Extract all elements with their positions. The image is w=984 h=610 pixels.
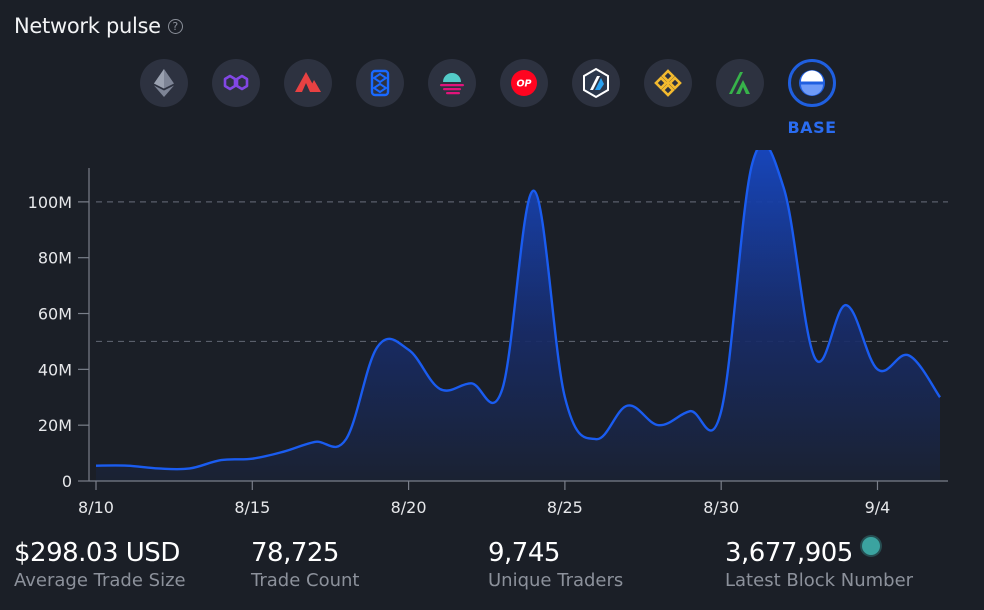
stats-row: $298.03 USD Average Trade Size 78,725 Tr… [0,537,984,608]
stat-value: 3,677,905 [725,538,853,568]
y-axis-ticks: 0 20M 40M 60M 80M 100M [28,193,89,491]
page-title: Network pulse [14,14,161,38]
volume-chart: 0 20M 40M 60M 80M 100M 8/10 8/15 8/20 8/25 8/30 9/… [28,150,948,517]
x-tick-label: 8/15 [234,498,270,517]
stat-value: 78,725 [251,538,339,568]
axes [88,168,948,482]
area-series [95,150,941,481]
network-bnb-chain[interactable] [644,59,692,107]
area-fill [96,150,940,481]
y-tick-label: 0 [62,472,72,491]
y-tick-label: 60M [38,305,72,324]
stat-unique-traders: 9,745 Unique Traders [488,538,623,591]
network-avalanche[interactable] [284,59,332,107]
ethereum-icon [154,69,174,97]
y-tick-label: 100M [28,193,72,212]
network-polygon[interactable] [212,59,260,107]
nova-icon [729,72,750,94]
stat-label: Latest Block Number [725,570,914,591]
network-arbitrum[interactable] [572,59,620,107]
header: Network pulse ? [14,14,183,38]
x-tick-label: 8/20 [391,498,427,517]
stat-label: Trade Count [251,570,360,591]
network-base[interactable] [788,59,836,107]
network-arbitrum-nova[interactable] [716,59,764,107]
optimism-icon: OP [511,70,537,96]
polygon-icon [223,74,249,91]
network-ethereum[interactable] [140,59,188,107]
active-network-label: BASE [787,118,837,137]
stat-value-row: 3,677,905 [725,537,913,568]
x-tick-label: 8/10 [78,498,114,517]
stat-value: $298.03 USD [14,538,180,568]
y-tick-label: 80M [38,249,72,268]
help-icon[interactable]: ? [167,18,183,34]
fantom-icon [370,69,390,97]
y-tick-label: 40M [38,360,72,379]
x-tick-label: 8/25 [547,498,583,517]
stat-average-trade-size: $298.03 USD Average Trade Size [14,538,186,591]
optimism-badge-text: OP [516,79,531,90]
arbitrum-icon [583,67,609,99]
x-tick-label: 8/30 [703,498,739,517]
base-icon [799,70,825,96]
avalanche-icon [295,72,321,92]
network-moonbeam[interactable] [428,59,476,107]
x-axis-ticks: 8/10 8/15 8/20 8/25 8/30 9/4 [78,481,890,517]
x-tick-label: 9/4 [865,498,891,517]
stat-label: Unique Traders [488,570,624,591]
live-status-dot [861,537,880,555]
series-line [95,150,941,471]
moonbeam-icon [440,73,464,95]
bnb-icon [654,69,682,97]
y-tick-label: 20M [38,416,72,435]
stat-latest-block-number: 3,677,905 Latest Block Number [725,537,914,591]
network-fantom[interactable] [356,59,404,107]
stat-value: 9,745 [488,538,560,568]
stat-trade-count: 78,725 Trade Count [251,538,359,591]
network-optimism[interactable]: OP [500,59,548,107]
stat-label: Average Trade Size [14,570,186,591]
